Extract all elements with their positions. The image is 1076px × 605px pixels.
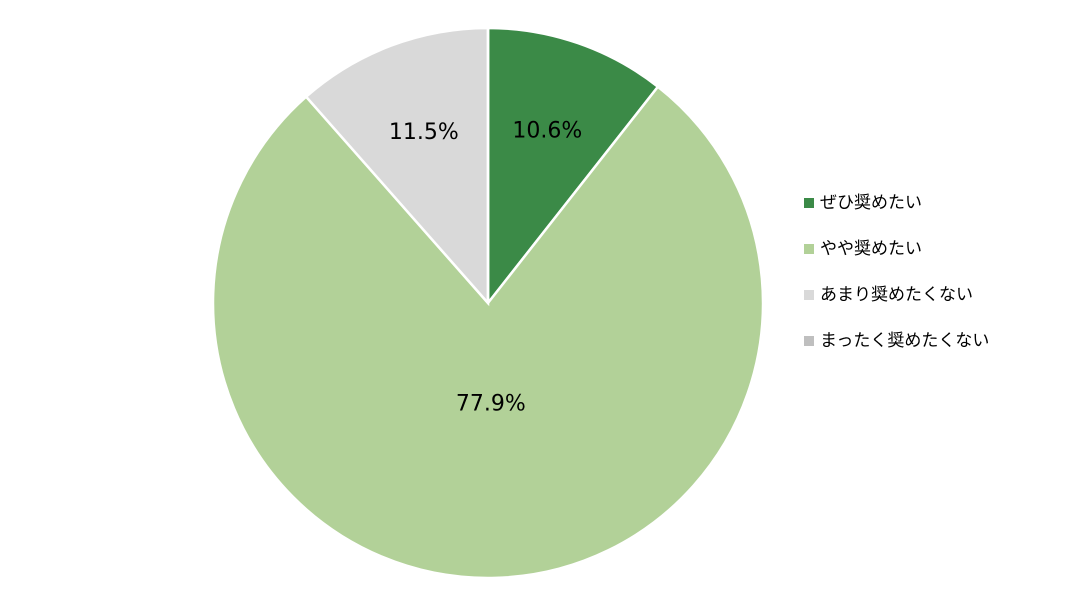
value-label: 77.9%: [456, 392, 526, 417]
legend-label: ぜひ奨めたい: [820, 193, 922, 213]
pie-slice: [304, 26, 490, 307]
pie-slice: [211, 85, 765, 580]
legend-swatch: [804, 290, 814, 300]
legend-swatch: [804, 336, 814, 346]
legend-swatch: [804, 244, 814, 254]
legend-label: あまり奨めたくない: [820, 285, 973, 305]
legend-label: やや奨めたい: [820, 239, 922, 259]
legend-swatch: [804, 198, 814, 208]
value-label: 10.6%: [512, 118, 582, 143]
value-label: 11.5%: [389, 120, 459, 145]
legend-label: まったく奨めたくない: [820, 331, 989, 351]
pie-slice: [486, 26, 660, 307]
